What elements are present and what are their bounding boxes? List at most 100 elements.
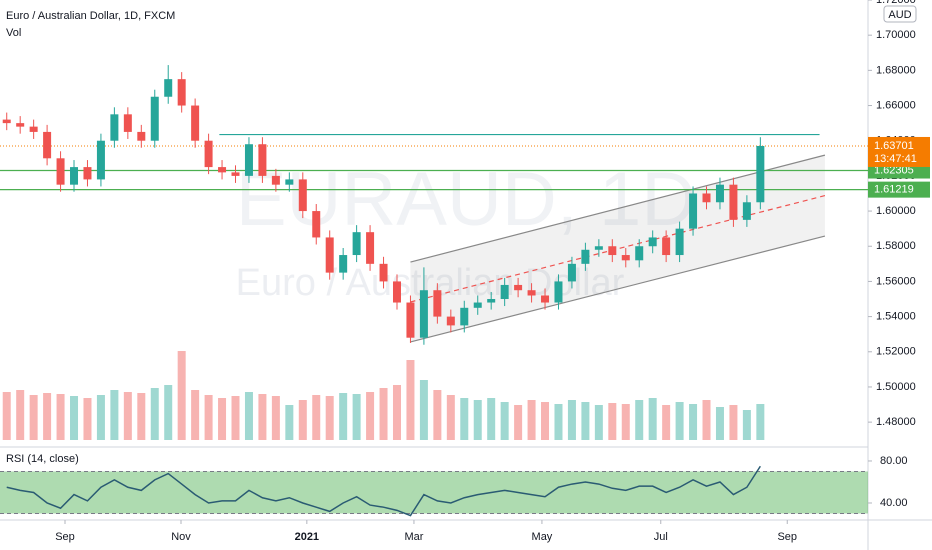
candle-body: [137, 131, 146, 141]
candle-body: [702, 193, 711, 203]
candle-body: [608, 246, 617, 256]
candle-body: [271, 175, 280, 185]
candle-body: [312, 211, 321, 238]
volume-bar: [554, 404, 563, 440]
x-tick-label: 2021: [295, 531, 319, 543]
candle-body: [191, 105, 200, 141]
candle-body: [56, 158, 65, 185]
candle-body: [527, 290, 536, 296]
candle-body: [70, 167, 79, 185]
volume-bar: [419, 380, 428, 440]
candle-body: [83, 167, 92, 180]
y-tick-label: 1.70000: [876, 29, 916, 41]
y-tick-label: 1.56000: [876, 275, 916, 287]
rsi-tick-label: 80.00: [880, 455, 908, 467]
candle-body: [567, 263, 576, 282]
volume-bar: [729, 405, 738, 440]
x-tick-label: Sep: [777, 531, 797, 543]
candle-body: [244, 144, 253, 176]
volume-bar: [460, 398, 469, 440]
candle-body: [675, 228, 684, 256]
candle-body: [500, 284, 509, 300]
volume-bar: [244, 392, 253, 440]
x-tick-label: Sep: [55, 531, 75, 543]
volume-bar: [433, 390, 442, 440]
y-tick-label: 1.68000: [876, 64, 916, 76]
candle-body: [729, 184, 738, 220]
candle-body: [218, 167, 227, 173]
volume-bar: [527, 400, 536, 440]
candle-body: [635, 246, 644, 261]
volume-bar: [487, 398, 496, 440]
price-line-label: 1.62305: [874, 164, 914, 176]
candle-body: [554, 281, 563, 303]
volume-bar: [635, 400, 644, 440]
candle-body: [715, 184, 724, 203]
volume-bar: [406, 360, 415, 440]
y-tick-label: 1.52000: [876, 346, 916, 358]
volume-bar: [285, 405, 294, 440]
currency-box[interactable]: [883, 5, 917, 23]
volume-bar: [43, 393, 52, 440]
x-tick-label: Jul: [654, 531, 668, 543]
volume-bar: [271, 396, 280, 440]
volume-bar: [689, 404, 698, 440]
volume-bar: [662, 405, 671, 440]
candle-body: [298, 179, 307, 212]
volume-bar: [473, 400, 482, 440]
candle-body: [110, 114, 119, 141]
volume-bar: [177, 351, 186, 440]
volume-bar: [231, 396, 240, 440]
volume-bar: [514, 405, 523, 440]
volume-bar: [83, 398, 92, 440]
candle-body: [581, 249, 590, 264]
volume-bar: [742, 410, 751, 440]
volume-bar: [123, 392, 132, 440]
candle-body: [2, 119, 11, 124]
candle-body: [742, 202, 751, 220]
volume-bar: [96, 395, 105, 440]
rsi-tick-label: 40.00: [880, 497, 908, 509]
candle-body: [541, 295, 550, 303]
candle-body: [514, 284, 523, 291]
candle-body: [621, 255, 630, 261]
x-tick-label: May: [532, 531, 553, 543]
currency: AUD: [888, 9, 911, 21]
candle-body: [406, 302, 415, 338]
price-line-label: 1.61219: [874, 184, 914, 196]
channel-lower: [410, 235, 826, 343]
volume-bar: [500, 402, 509, 440]
volume-bar: [581, 402, 590, 440]
rsi-line: [6, 465, 761, 517]
volume-bar: [2, 392, 11, 440]
y-tick-label: 1.58000: [876, 240, 916, 252]
candle-body: [16, 123, 25, 127]
volume-bar: [70, 396, 79, 440]
rsi-band: [0, 471, 868, 514]
y-tick-label: 1.72000: [876, 0, 916, 6]
volume-bar: [352, 394, 361, 440]
volume-bar: [150, 388, 159, 440]
candle-body: [339, 255, 348, 273]
volume-bar: [191, 390, 200, 440]
candle-body: [419, 290, 428, 338]
candle-body: [258, 144, 267, 176]
volume-bar: [325, 396, 334, 440]
candle-body: [433, 290, 442, 317]
last-price-label: 1.63701: [874, 140, 914, 152]
candle-body: [366, 232, 375, 264]
last-price-tag: [868, 136, 930, 167]
y-tick-label: 1.48000: [876, 416, 916, 428]
candle-body: [29, 126, 38, 132]
candle-body: [594, 246, 603, 250]
candle-body: [487, 299, 496, 303]
candle-body: [756, 145, 765, 203]
candle-body: [648, 237, 657, 247]
volume-label: Vol: [6, 27, 21, 39]
candle-body: [325, 237, 334, 273]
candle-body: [379, 263, 388, 282]
x-tick-label: Nov: [171, 531, 191, 543]
volume-bar: [675, 402, 684, 440]
candle-body: [689, 193, 698, 229]
y-tick-label: 1.54000: [876, 311, 916, 323]
